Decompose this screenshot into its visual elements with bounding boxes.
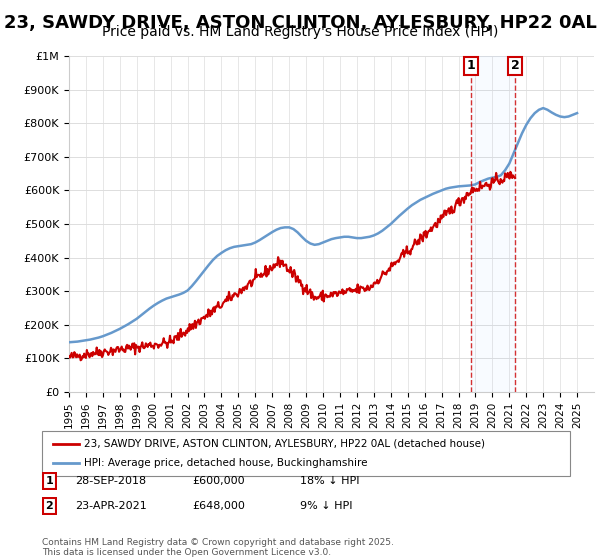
Text: 23-APR-2021: 23-APR-2021 [75,501,147,511]
Text: 2: 2 [511,59,519,72]
Text: £648,000: £648,000 [192,501,245,511]
FancyBboxPatch shape [43,473,56,489]
Text: 23, SAWDY DRIVE, ASTON CLINTON, AYLESBURY, HP22 0AL: 23, SAWDY DRIVE, ASTON CLINTON, AYLESBUR… [4,14,596,32]
Text: 23, SAWDY DRIVE, ASTON CLINTON, AYLESBURY, HP22 0AL (detached house): 23, SAWDY DRIVE, ASTON CLINTON, AYLESBUR… [84,438,485,449]
Text: 2: 2 [46,501,53,511]
Text: Contains HM Land Registry data © Crown copyright and database right 2025.
This d: Contains HM Land Registry data © Crown c… [42,538,394,557]
Text: HPI: Average price, detached house, Buckinghamshire: HPI: Average price, detached house, Buck… [84,459,368,469]
Text: 18% ↓ HPI: 18% ↓ HPI [300,476,359,486]
Text: 1: 1 [467,59,476,72]
Text: 1: 1 [46,476,53,486]
FancyBboxPatch shape [43,498,56,514]
Text: 9% ↓ HPI: 9% ↓ HPI [300,501,353,511]
Bar [471,56,515,392]
FancyBboxPatch shape [42,431,570,476]
Text: 28-SEP-2018: 28-SEP-2018 [75,476,146,486]
Text: Price paid vs. HM Land Registry's House Price Index (HPI): Price paid vs. HM Land Registry's House … [102,25,498,39]
Text: £600,000: £600,000 [192,476,245,486]
